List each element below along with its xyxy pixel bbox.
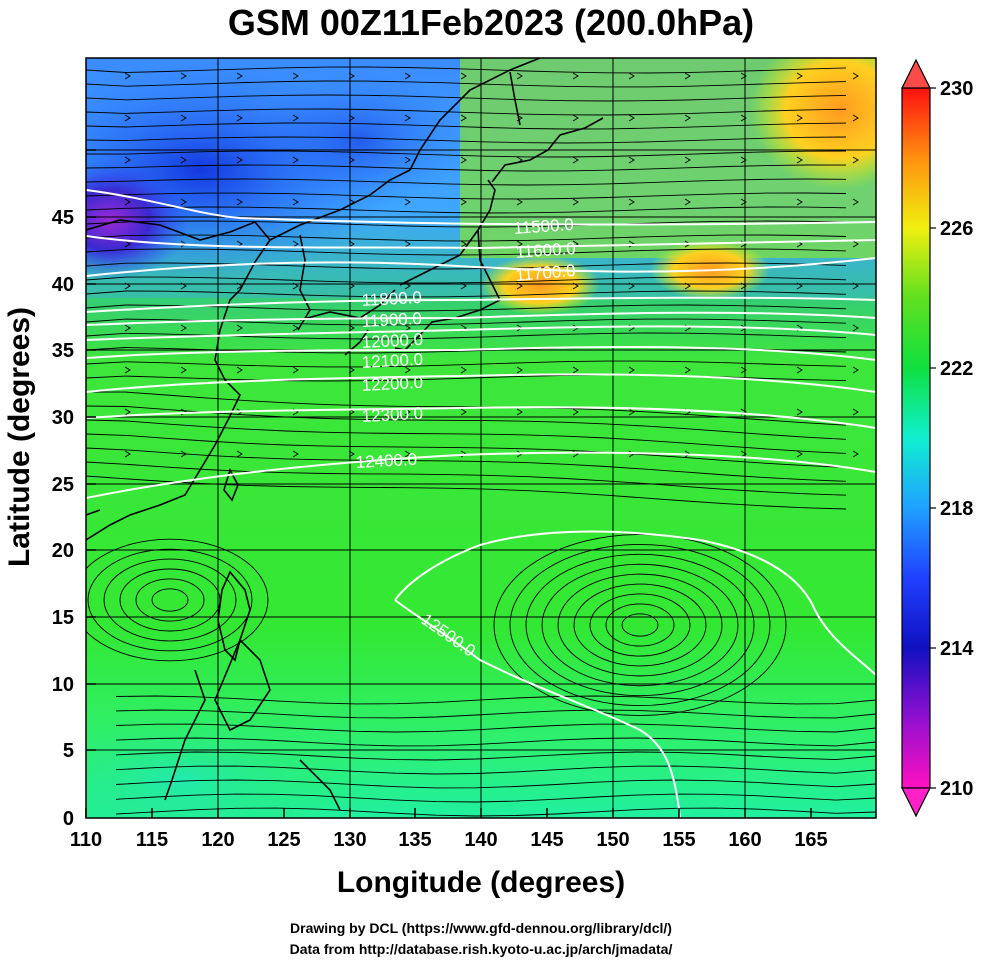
colorbar-label-222: 222: [940, 358, 973, 380]
wind-streamlines: [86, 66, 876, 817]
x-tick-125: 125: [267, 829, 300, 851]
chart-title: GSM 00Z11Feb2023 (200.0hPa): [227, 2, 755, 43]
contour-label-11600: 11600.0: [515, 239, 576, 262]
x-tick-145: 145: [530, 829, 563, 851]
contour-label-12400: 12400.0: [355, 450, 417, 472]
y-tick-30: 30: [52, 407, 74, 429]
colorbar: 230 226 222 218 214 210: [901, 58, 974, 818]
x-tick-120: 120: [201, 829, 234, 851]
height-contours: [86, 189, 876, 818]
x-tick-165: 165: [794, 829, 827, 851]
x-tick-140: 140: [464, 829, 497, 851]
y-tick-0: 0: [63, 808, 74, 830]
colorbar-max-arrow: [901, 58, 931, 89]
y-axis-label: Latitude (degrees): [3, 306, 36, 568]
colorbar-label-214: 214: [940, 638, 974, 660]
axis-ticks: [85, 149, 812, 818]
y-tick-5: 5: [63, 740, 74, 762]
colorbar-label-226: 226: [940, 218, 973, 240]
contour-label-12100: 12100.0: [361, 350, 423, 372]
temperature-field: [86, 58, 876, 818]
contour-label-11900: 11900.0: [361, 309, 422, 331]
contour-label-12000: 12000.0: [361, 330, 423, 352]
x-axis-label: Longitude (degrees): [336, 866, 626, 899]
y-tick-10: 10: [52, 674, 74, 696]
contour-label-11500: 11500.0: [513, 215, 574, 238]
x-tick-115: 115: [136, 829, 168, 851]
data-credit: Data from http://database.rish.kyoto-u.a…: [289, 941, 673, 957]
y-tick-labels: 0 5 10 15 20 25 30 35 40 45: [52, 207, 74, 830]
contour-label-12200: 12200.0: [361, 373, 423, 395]
drawing-credit: Drawing by DCL (https://www.gfd-dennou.o…: [290, 920, 672, 936]
colorbar-label-230: 230: [940, 78, 973, 100]
contour-label-12300: 12300.0: [361, 404, 423, 426]
x-tick-130: 130: [333, 829, 366, 851]
y-tick-45: 45: [52, 207, 74, 229]
y-tick-25: 25: [52, 474, 74, 496]
x-tick-150: 150: [596, 829, 629, 851]
x-tick-160: 160: [728, 829, 761, 851]
x-tick-155: 155: [662, 829, 695, 851]
x-tick-labels: 110 115 120 125 130 135 140 145 150 155 …: [70, 829, 828, 851]
y-tick-20: 20: [52, 540, 74, 562]
y-tick-40: 40: [52, 274, 74, 296]
x-tick-110: 110: [70, 829, 102, 851]
coastlines: [86, 58, 604, 811]
y-tick-35: 35: [52, 340, 74, 362]
x-tick-135: 135: [398, 829, 431, 851]
colorbar-label-218: 218: [940, 498, 973, 520]
colorbar-min-arrow: [901, 787, 931, 818]
colorbar-label-210: 210: [940, 778, 973, 800]
y-tick-15: 15: [52, 607, 74, 629]
contour-label-11800: 11800.0: [361, 288, 422, 310]
